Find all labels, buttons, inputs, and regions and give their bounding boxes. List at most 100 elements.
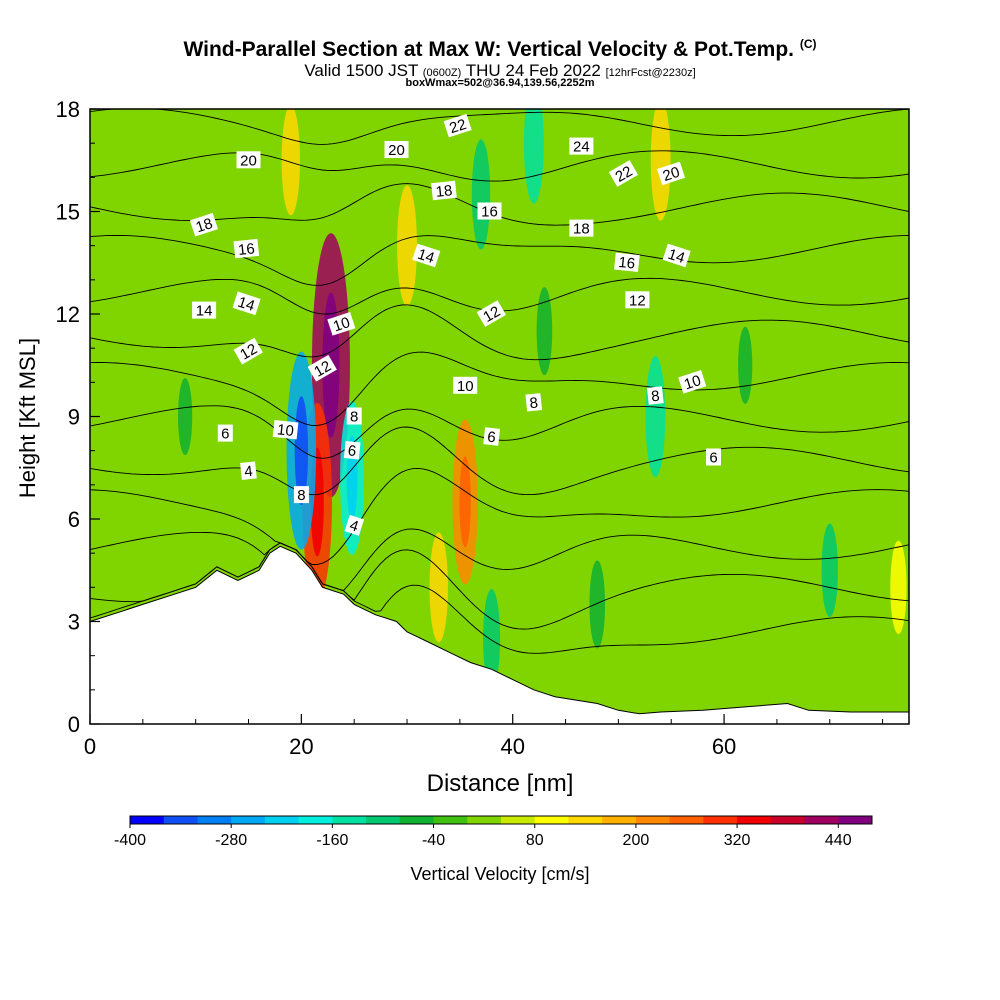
contour-label-bg-30 [625,291,650,309]
contour-label-11: 10 [327,312,356,336]
contour-label-bg-3 [192,301,217,319]
contour-label-bg-11 [327,312,356,336]
contour-label-bg-7 [240,461,257,480]
contour-label-3: 14 [192,301,217,320]
contour-label-bg-9 [293,486,309,504]
contour-label-bg-26 [657,161,686,186]
x-tick-label-40: 40 [500,734,524,759]
contour-label-19: 14 [412,243,441,268]
colorbar-frame [129,815,873,825]
y-tick-label-12: 12 [56,302,80,327]
contour-label-bg-16 [443,113,472,138]
contour-label-27: 18 [569,219,594,238]
contour-label-bg-6 [217,424,233,442]
contour-label-text-15: 20 [388,142,405,159]
colorbar-swatch-12 [534,816,569,824]
contour-label-text-25: 22 [612,163,635,186]
contour-label-8: 10 [272,419,299,440]
colorbar-swatch-15 [635,816,671,824]
terrain-mask [89,545,910,725]
colorbar-tick-label-6: 320 [724,832,751,849]
axes: 0 20 40 60 0 3 6 9 12 15 18 [56,97,884,759]
contour-label-text-31: 10 [682,372,703,393]
contour-label-21: 10 [453,376,478,395]
colorbar-swatch-1 [163,816,198,824]
colorbar-tick-label-5: 200 [623,832,650,849]
contour-label-31: 10 [678,370,707,394]
theta-contour-6 [90,528,909,591]
x-tick-label-0: 0 [84,734,96,759]
contour-label-29: 14 [662,243,691,268]
contour-label-bg-33 [706,448,721,466]
contour-label-26: 20 [657,161,686,186]
y-tick-label-6: 6 [68,507,80,532]
contour-label-30: 12 [625,291,650,309]
contour-label-33: 6 [706,448,721,467]
contour-label-text-11: 10 [331,314,352,335]
y-axis-label: Height [Kft MSL] [15,338,40,498]
colorbar-swatch-16 [669,816,704,824]
theta-contour-4 [90,542,909,630]
contour-label-bg-21 [453,376,478,394]
velocity-feature-9 [471,139,491,250]
y-tick-label-0: 0 [68,712,80,737]
velocity-feature-13 [589,560,606,649]
valid-date: THU 24 Feb 2022 [465,61,601,80]
velocity-feature-10 [523,109,544,204]
theta-contour-16 [90,304,909,361]
contour-label-23: 6 [483,427,500,446]
contour-label-bg-22 [525,393,543,412]
contour-label-6: 6 [217,424,233,443]
contour-label-text-10: 12 [311,358,334,381]
contour-label-text-33: 6 [709,450,717,467]
colorbar-swatch-7 [366,816,401,824]
contour-label-bg-5 [233,337,263,365]
contour-label-bg-13 [343,440,361,460]
colorbar-swatch-20 [804,816,839,824]
contour-label-9: 8 [293,486,309,504]
contour-label-14: 4 [344,514,365,536]
y-tick-label-9: 9 [68,405,80,430]
contour-label-bg-29 [662,243,691,268]
contour-label-13: 6 [343,440,361,460]
contour-label-28: 16 [614,252,640,273]
contour-label-bg-19 [412,243,441,268]
colorbar-swatch-2 [197,816,232,824]
contour-label-text-5: 12 [237,340,260,363]
colorbar-swatch-11 [501,816,536,824]
contour-label-bg-12 [346,407,362,425]
theta-contour-12 [90,405,909,459]
velocity-feature-12 [645,356,666,477]
contour-label-24: 24 [569,137,594,156]
contour-label-text-22: 8 [529,394,539,412]
theta-contour-20 [90,234,909,286]
colorbar-tick-label-3: -40 [422,832,445,849]
contour-labels: 20 18 16 14 14 12 6 4 10 8 12 10 8 6 4 20 22 18 16 14 12 10 8 6… [189,113,721,536]
contour-label-10: 12 [307,354,337,382]
contour-label-16: 22 [443,113,472,138]
contour-label-25: 22 [608,160,639,187]
contour-label-bg-4 [232,291,261,316]
chart-title-text: Wind-Parallel Section at Max W: Vertical… [183,38,794,61]
contour-label-text-29: 14 [666,246,687,267]
colorbar-swatch-10 [467,816,502,824]
y-tick-label-15: 15 [56,200,80,225]
contour-label-bg-10 [307,354,337,382]
contour-label-bg-18 [477,202,502,220]
contour-label-bg-0 [236,151,261,169]
contour-label-1: 18 [189,212,218,237]
contour-label-0: 20 [236,151,261,169]
colorbar-swatch-0 [130,816,165,824]
colorbar-swatch-14 [602,816,637,824]
contour-label-bg-2 [233,238,260,259]
contour-label-text-0: 20 [240,152,257,169]
y-tick-label-18: 18 [56,97,80,122]
colorbar-swatch-3 [231,816,266,824]
colorbar-swatch-4 [264,816,300,824]
chart-subtitle: boxWmax=502@36.94,139.56,2252m [405,77,595,89]
contour-label-15: 20 [384,141,409,159]
colorbar-swatch-19 [770,816,806,824]
contour-label-18: 16 [477,202,502,221]
colorbar-tick-label-4: 80 [526,832,544,849]
